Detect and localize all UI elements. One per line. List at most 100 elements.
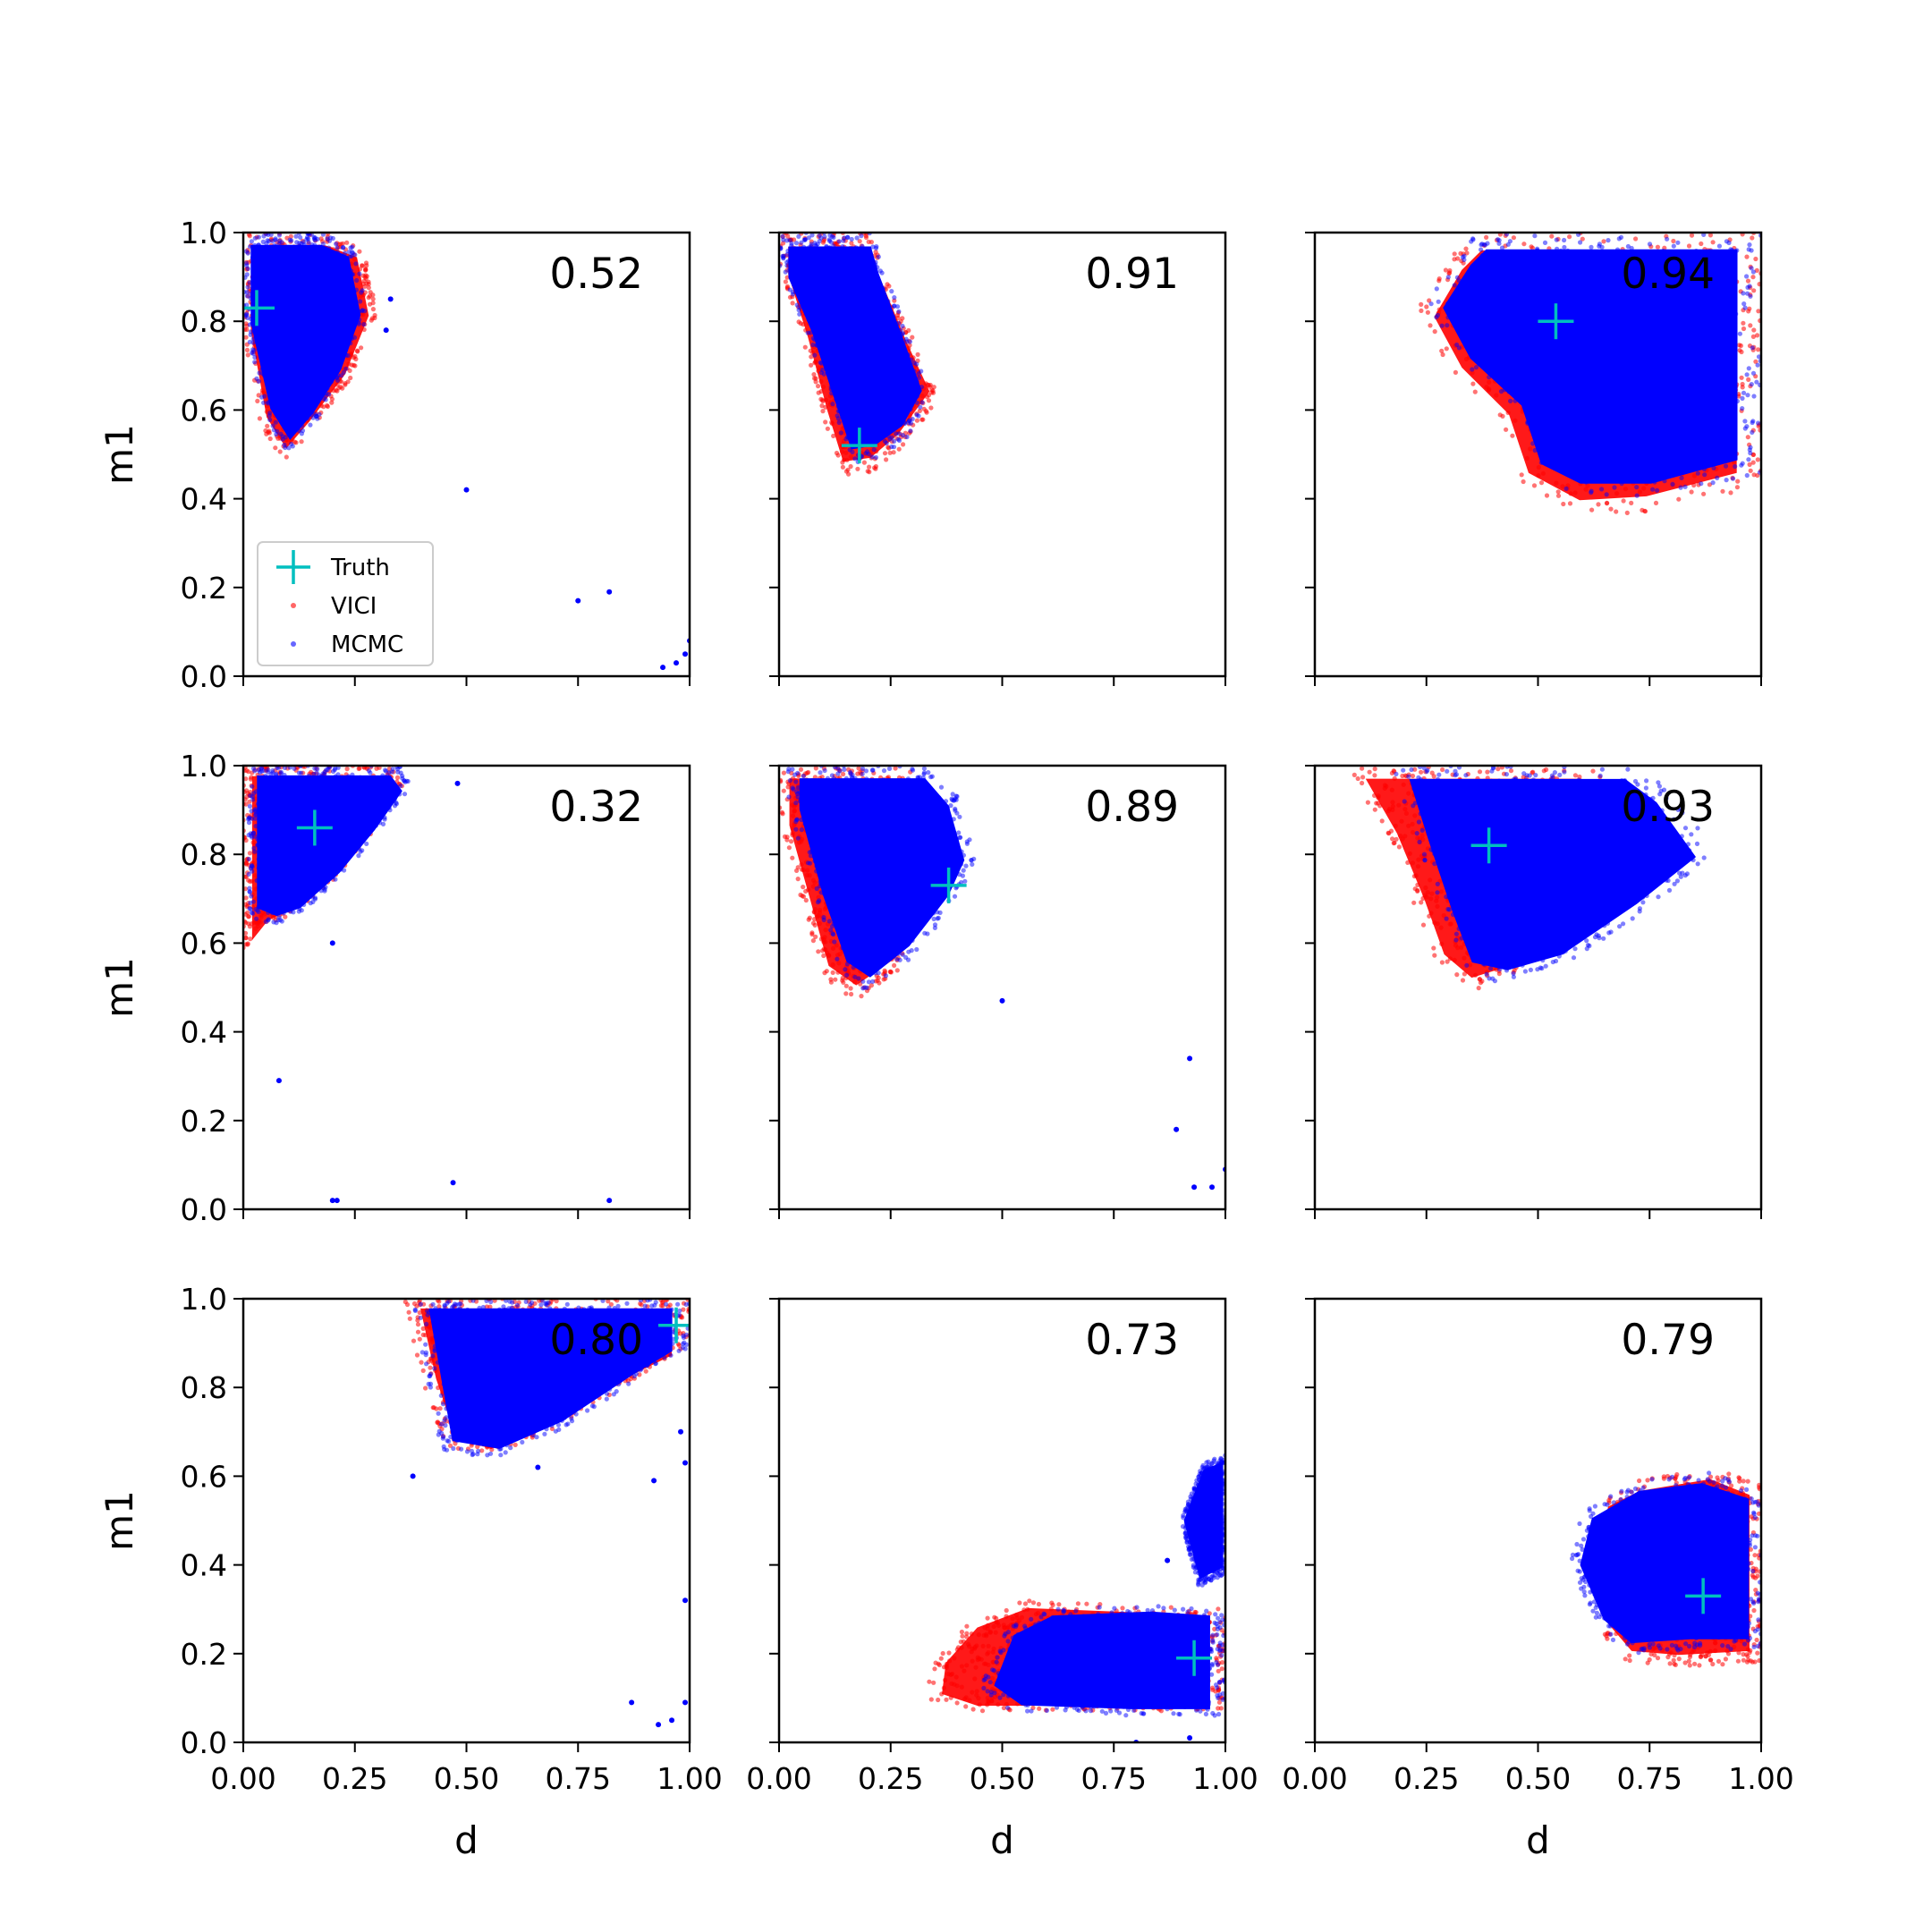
mcmc-point: [1554, 347, 1559, 353]
mcmc-point: [1660, 249, 1665, 254]
vici-point: [886, 284, 892, 289]
vici-point: [849, 241, 854, 246]
mcmc-point: [890, 380, 895, 386]
mcmc-point: [1606, 238, 1611, 243]
mcmc-point: [1464, 290, 1470, 295]
mcmc-point: [270, 798, 276, 803]
mcmc-point: [835, 409, 841, 414]
mcmc-point: [1607, 330, 1613, 335]
mcmc-point: [342, 292, 347, 298]
mcmc-point: [780, 233, 785, 239]
vici-point: [802, 344, 808, 350]
mcmc-point: [1557, 343, 1563, 348]
mcmc-point: [330, 375, 335, 380]
mcmc-point: [1530, 326, 1536, 331]
mcmc-point: [837, 325, 843, 331]
vici-point: [1524, 455, 1530, 461]
mcmc-point: [296, 428, 302, 434]
mcmc-point: [1512, 294, 1517, 300]
mcmc-point: [877, 391, 883, 396]
mcmc-point: [1536, 412, 1541, 418]
mcmc-point: [1506, 389, 1512, 394]
mcmc-point: [301, 785, 307, 791]
mcmc-point: [1493, 261, 1498, 267]
mcmc-point: [258, 786, 264, 792]
mcmc-point: [801, 275, 806, 281]
mcmc-point: [326, 375, 331, 380]
mcmc-point: [301, 893, 308, 899]
mcmc-point: [261, 331, 267, 336]
vici-point: [1739, 375, 1744, 380]
mcmc-point: [271, 363, 276, 369]
mcmc-point: [294, 873, 300, 878]
mcmc-point: [365, 794, 370, 801]
mcmc-point: [1634, 485, 1640, 490]
mcmc-point: [1675, 461, 1681, 466]
mcmc-point: [282, 347, 287, 352]
vici-point: [1568, 491, 1573, 496]
mcmc-point: [1724, 270, 1730, 275]
mcmc-point: [802, 237, 808, 242]
mcmc-point: [911, 369, 917, 374]
mcmc-point: [817, 316, 822, 321]
mcmc-point: [799, 240, 804, 245]
mcmc-point: [856, 348, 861, 353]
mcmc-point: [1742, 419, 1748, 424]
mcmc-point: [1750, 429, 1755, 435]
mcmc-point: [1626, 274, 1631, 279]
mcmc-point: [1589, 372, 1594, 377]
mcmc-point: [1554, 292, 1559, 298]
mcmc-point: [335, 273, 340, 278]
vici-point: [920, 417, 926, 422]
mcmc-point: [1582, 299, 1588, 304]
mcmc-point: [1485, 241, 1490, 246]
truth-marker: [243, 290, 275, 326]
mcmc-point: [328, 379, 335, 385]
mcmc-point: [831, 274, 837, 279]
mcmc-point: [288, 428, 293, 433]
mcmc-point: [1749, 382, 1754, 387]
mcmc-point: [347, 853, 352, 860]
mcmc-point: [869, 417, 876, 422]
mcmc-point: [1631, 444, 1637, 449]
mcmc-point: [835, 303, 840, 309]
mcmc-point: [322, 352, 327, 357]
mcmc-point: [1626, 454, 1631, 460]
mcmc-point: [914, 400, 919, 405]
mcmc-point: [1730, 476, 1736, 481]
mcmc-point: [1475, 327, 1481, 333]
panel-value-label: 0.94: [1621, 250, 1715, 299]
mcmc-point: [274, 360, 279, 365]
mcmc-point: [278, 411, 284, 416]
vici-point: [1425, 309, 1430, 315]
mcmc-point: [841, 387, 847, 393]
mcmc-point: [851, 267, 856, 272]
mcmc-point: [1648, 277, 1654, 283]
vici-point: [1484, 385, 1489, 390]
vici-point: [819, 397, 826, 402]
mcmc-point: [1677, 261, 1682, 267]
mcmc-point: [835, 403, 841, 409]
mcmc-point: [256, 242, 261, 248]
mcmc-point: [334, 341, 339, 347]
mcmc-point: [1435, 312, 1441, 318]
mcmc-point: [348, 254, 353, 259]
mcmc-point: [1508, 398, 1513, 403]
mcmc-point: [259, 394, 265, 400]
vici-point: [831, 433, 836, 438]
mcmc-point: [1648, 407, 1653, 412]
mcmc-point: [258, 834, 264, 840]
mcmc-point: [282, 284, 287, 289]
mcmc-point: [880, 305, 886, 310]
mcmc-point: [811, 302, 818, 309]
mcmc-point: [1598, 287, 1604, 292]
mcmc-point: [1555, 361, 1561, 367]
mcmc-point: [867, 436, 873, 441]
vici-point: [811, 372, 817, 377]
mcmc-point: [1597, 356, 1602, 362]
mcmc-point: [353, 261, 359, 267]
mcmc-point: [1479, 242, 1485, 247]
mcmc-point: [1526, 317, 1531, 322]
mcmc-point: [1647, 274, 1652, 279]
mcmc-point: [874, 244, 879, 250]
